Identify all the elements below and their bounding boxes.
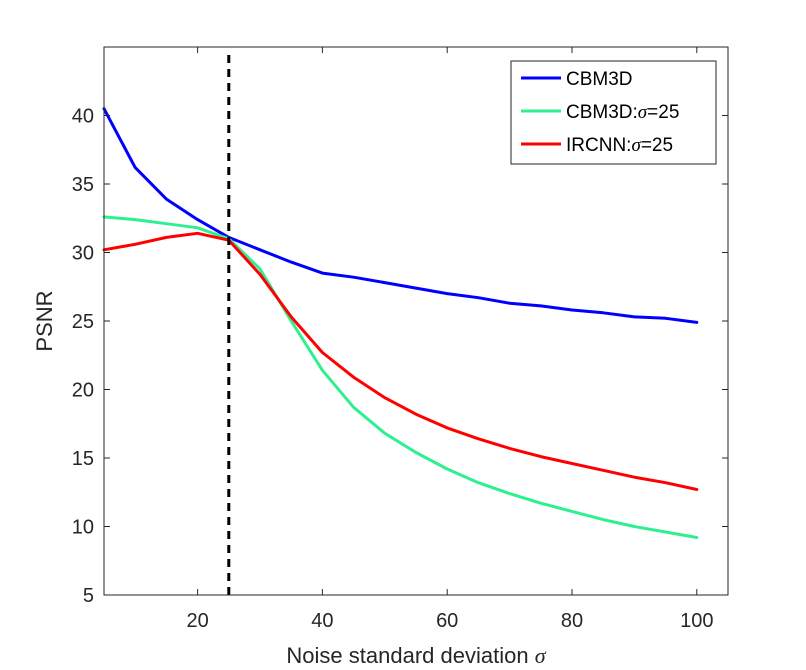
legend-label-symbol: σ — [631, 135, 641, 156]
x-tick-label: 40 — [311, 610, 333, 632]
y-tick-label: 10 — [72, 517, 94, 539]
x-axis-title-symbol: σ — [535, 643, 547, 668]
legend-label-symbol: σ — [638, 102, 648, 123]
x-axis-title-text: Noise standard deviation — [286, 643, 528, 668]
y-tick-label: 25 — [72, 311, 94, 333]
legend-label-prefix: IRCNN: — [566, 135, 631, 156]
legend-label-suffix: =25 — [641, 135, 673, 156]
x-axis-title: Noise standard deviation σ — [286, 643, 546, 668]
y-tick-label: 15 — [72, 448, 94, 470]
series-layer — [102, 107, 699, 539]
y-tick-label: 30 — [72, 243, 94, 265]
y-axis-title: PSNR — [32, 290, 57, 351]
series-line-2 — [102, 231, 699, 491]
legend-label-2: IRCNN:σ=25 — [566, 135, 673, 156]
legend-label-0: CBM3D — [566, 69, 633, 90]
legend-label-1: CBM3D:σ=25 — [566, 102, 679, 123]
y-tick-label: 40 — [72, 106, 94, 128]
y-tick-label: 5 — [83, 585, 94, 607]
x-tick-label: 100 — [680, 610, 713, 632]
series-line-1 — [102, 215, 699, 539]
x-tick-label: 80 — [561, 610, 583, 632]
x-tick-label: 20 — [186, 610, 208, 632]
legend-label-suffix: =25 — [647, 102, 679, 123]
legend-label-prefix: CBM3D: — [566, 102, 638, 123]
y-tick-label: 35 — [72, 174, 94, 196]
y-tick-label: 20 — [72, 380, 94, 402]
x-tick-label: 60 — [436, 610, 458, 632]
series-line-0 — [102, 107, 699, 324]
tick-layer: 20 40 60 80 100 5 10 15 20 25 30 35 40 — [72, 47, 728, 632]
